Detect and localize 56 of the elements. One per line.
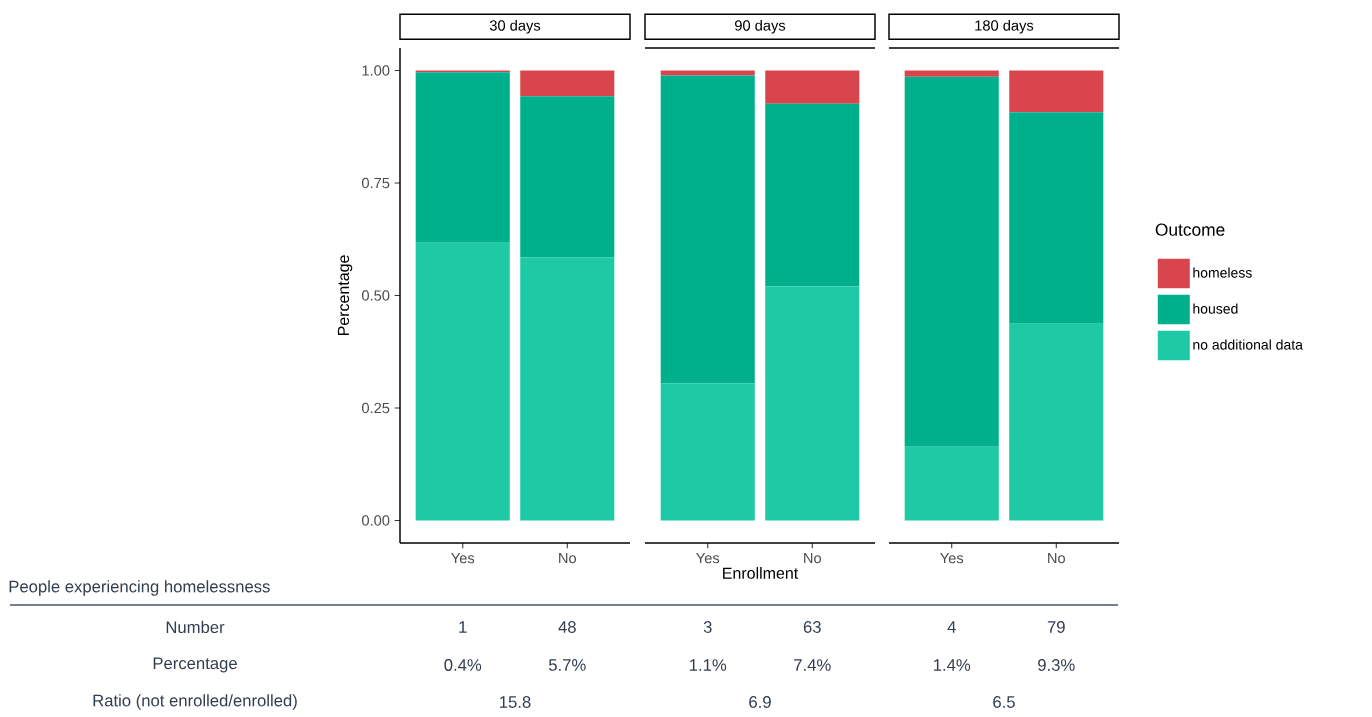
text: 5.7% (548, 659, 586, 671)
text: 1.1% (690, 659, 727, 671)
text: 6.5 (993, 696, 1015, 708)
text: 15.8 (500, 696, 531, 708)
legend-label: homeless (1193, 267, 1252, 278)
legend-title: Outcome (1155, 223, 1225, 236)
bar (1009, 112, 1104, 324)
x-tick-label: No (559, 553, 577, 564)
y-tick-label: 0.25 (361, 402, 390, 414)
y-axis-title: Percentage (337, 255, 353, 336)
text: 9.3% (1038, 659, 1075, 671)
x-tick-label: Yes (940, 553, 964, 564)
text: 48 (558, 621, 576, 633)
text: Number (166, 620, 225, 634)
y-tick-label: 1.00 (362, 65, 390, 76)
bar (1009, 70, 1104, 113)
chart-title: 90 days (735, 19, 786, 34)
bar (520, 257, 615, 521)
legend-label: no additional data (1193, 339, 1303, 350)
x-tick-label: Yes (451, 553, 475, 564)
text: 79 (1047, 621, 1065, 633)
chart-title: 30 days (489, 19, 541, 34)
text: Ratio (not enrolled/enrolled) (93, 694, 297, 710)
text: Percentage (153, 657, 237, 673)
y-tick-label: 0.50 (361, 290, 390, 301)
text: 6.9 (749, 696, 771, 708)
text: 1 (459, 621, 467, 633)
bar (520, 70, 615, 97)
text: 63 (803, 621, 821, 633)
x-tick-label: No (1048, 553, 1066, 564)
bar (660, 70, 755, 76)
x-tick-label: No (804, 553, 822, 564)
text: People experiencing homelessness (9, 580, 270, 596)
bar (520, 96, 615, 258)
bar (904, 446, 999, 521)
bar (415, 242, 510, 521)
bar (660, 75, 755, 384)
bar (1009, 323, 1104, 521)
bar (765, 70, 860, 104)
x-tick-label: Yes (696, 553, 720, 564)
text: 0.4% (444, 659, 482, 671)
text: 7.4% (794, 659, 831, 671)
y-tick-label: 0.00 (361, 515, 390, 526)
bar (904, 76, 999, 447)
text: 3 (703, 621, 712, 633)
bar (765, 286, 860, 521)
bar (904, 70, 999, 77)
text: 1.4% (934, 659, 971, 671)
text: 4 (947, 621, 956, 633)
chart-title: 180 days (975, 19, 1034, 34)
bar (415, 72, 510, 243)
legend-label: housed (1193, 303, 1238, 314)
bar (765, 103, 860, 287)
y-tick-label: 0.75 (361, 177, 390, 189)
x-axis-title: Enrollment (723, 567, 799, 579)
bar (660, 383, 755, 521)
